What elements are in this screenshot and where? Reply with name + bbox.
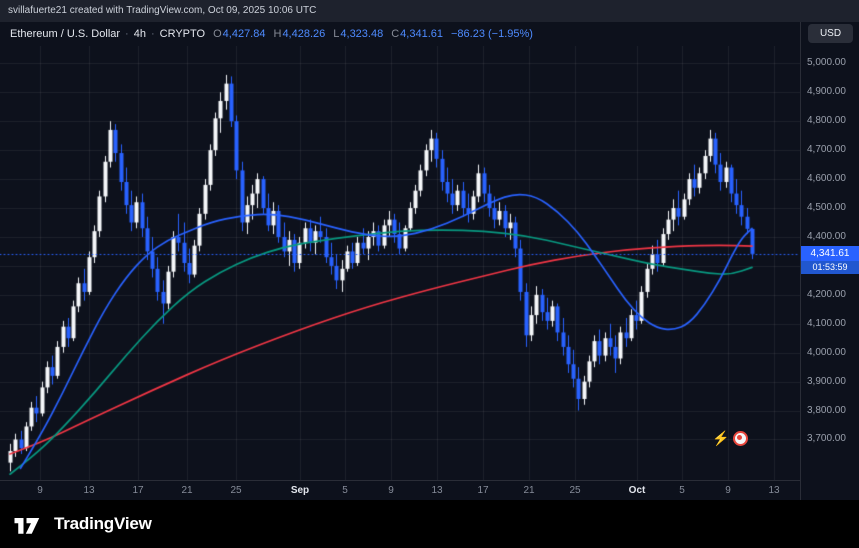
last-price-badge: 4,341.61	[801, 245, 859, 261]
price-axis-label: 4,100.00	[807, 317, 846, 329]
price-axis-label: 4,800.00	[807, 115, 846, 127]
legend-separator: ·	[125, 28, 129, 40]
chart-stickers: ⚡	[712, 430, 749, 446]
open-value: 4,427.84	[222, 28, 266, 40]
time-axis-label: 13	[83, 485, 95, 496]
time-axis-label: 13	[768, 485, 780, 496]
price-axis-label: 4,600.00	[807, 173, 846, 185]
time-axis-label: Sep	[290, 485, 310, 496]
price-axis-label: 4,500.00	[807, 202, 846, 214]
candlestick-chart-canvas[interactable]	[0, 46, 800, 480]
price-axis-label: 3,700.00	[807, 433, 846, 445]
symbol-market: CRYPTO	[159, 28, 206, 40]
price-change: −86.23 (−1.95%)	[451, 28, 533, 40]
time-axis-label: Oct	[628, 485, 646, 496]
tradingview-logo-icon[interactable]	[13, 512, 46, 536]
tradingview-wordmark[interactable]: TradingView	[54, 514, 152, 533]
price-axis-label: 3,800.00	[807, 404, 846, 416]
close-value: 4,341.61	[400, 28, 443, 40]
time-axis-label: 17	[477, 485, 489, 496]
open-label: O	[213, 28, 222, 40]
price-axis-label: 4,200.00	[807, 288, 846, 300]
time-axis-label: 21	[181, 485, 193, 496]
time-axis-label: 25	[230, 485, 242, 496]
time-axis-label: 21	[523, 485, 535, 496]
symbol-interval[interactable]: 4h	[133, 28, 146, 40]
time-axis-label: 9	[388, 485, 394, 496]
time-axis-label: 13	[431, 485, 443, 496]
high-value: 4,428.26	[282, 28, 326, 40]
sticker-badge-icon[interactable]	[733, 430, 749, 446]
time-axis[interactable]: 9 13 17 21 25 Sep 5 9 13 17 21 25 Oct 5 9 13	[0, 480, 800, 500]
legend-separator: ·	[150, 28, 155, 40]
time-axis-label: 5	[679, 485, 685, 496]
low-label: L	[333, 28, 340, 40]
high-label: H	[273, 28, 282, 40]
price-axis-label: 4,000.00	[807, 346, 846, 358]
sticker-lightning-icon[interactable]: ⚡	[712, 430, 730, 446]
time-axis-label: 25	[569, 485, 581, 496]
close-label: C	[391, 28, 400, 40]
time-axis-label: 17	[132, 485, 144, 496]
price-axis-label: 5,000.00	[807, 57, 846, 69]
price-axis-label: 4,900.00	[807, 86, 846, 98]
price-axis-label: 4,700.00	[807, 144, 846, 156]
currency-toggle-button[interactable]: USD	[808, 24, 853, 43]
footer-bar: TradingView	[0, 500, 859, 548]
price-scale[interactable]: USD 5,000.00 4,900.00 4,800.00 4,700.00 4,60…	[800, 22, 859, 500]
attribution-text: svillafuerte21 created with TradingView.…	[8, 5, 317, 16]
low-value: 4,323.48	[340, 28, 384, 40]
price-axis-label: 3,900.00	[807, 375, 846, 387]
countdown-badge: 01:53:59	[801, 260, 859, 274]
time-axis-label: 5	[342, 485, 348, 496]
price-axis-label: 4,400.00	[807, 230, 846, 242]
time-axis-label: 9	[37, 485, 43, 496]
symbol-legend: Ethereum / U.S. Dollar · 4h · CRYPTO O4,427.8…	[0, 22, 533, 46]
symbol-title[interactable]: Ethereum / U.S. Dollar	[10, 28, 121, 40]
attribution-bar: svillafuerte21 created with TradingView.…	[0, 0, 859, 22]
time-axis-label: 9	[725, 485, 731, 496]
